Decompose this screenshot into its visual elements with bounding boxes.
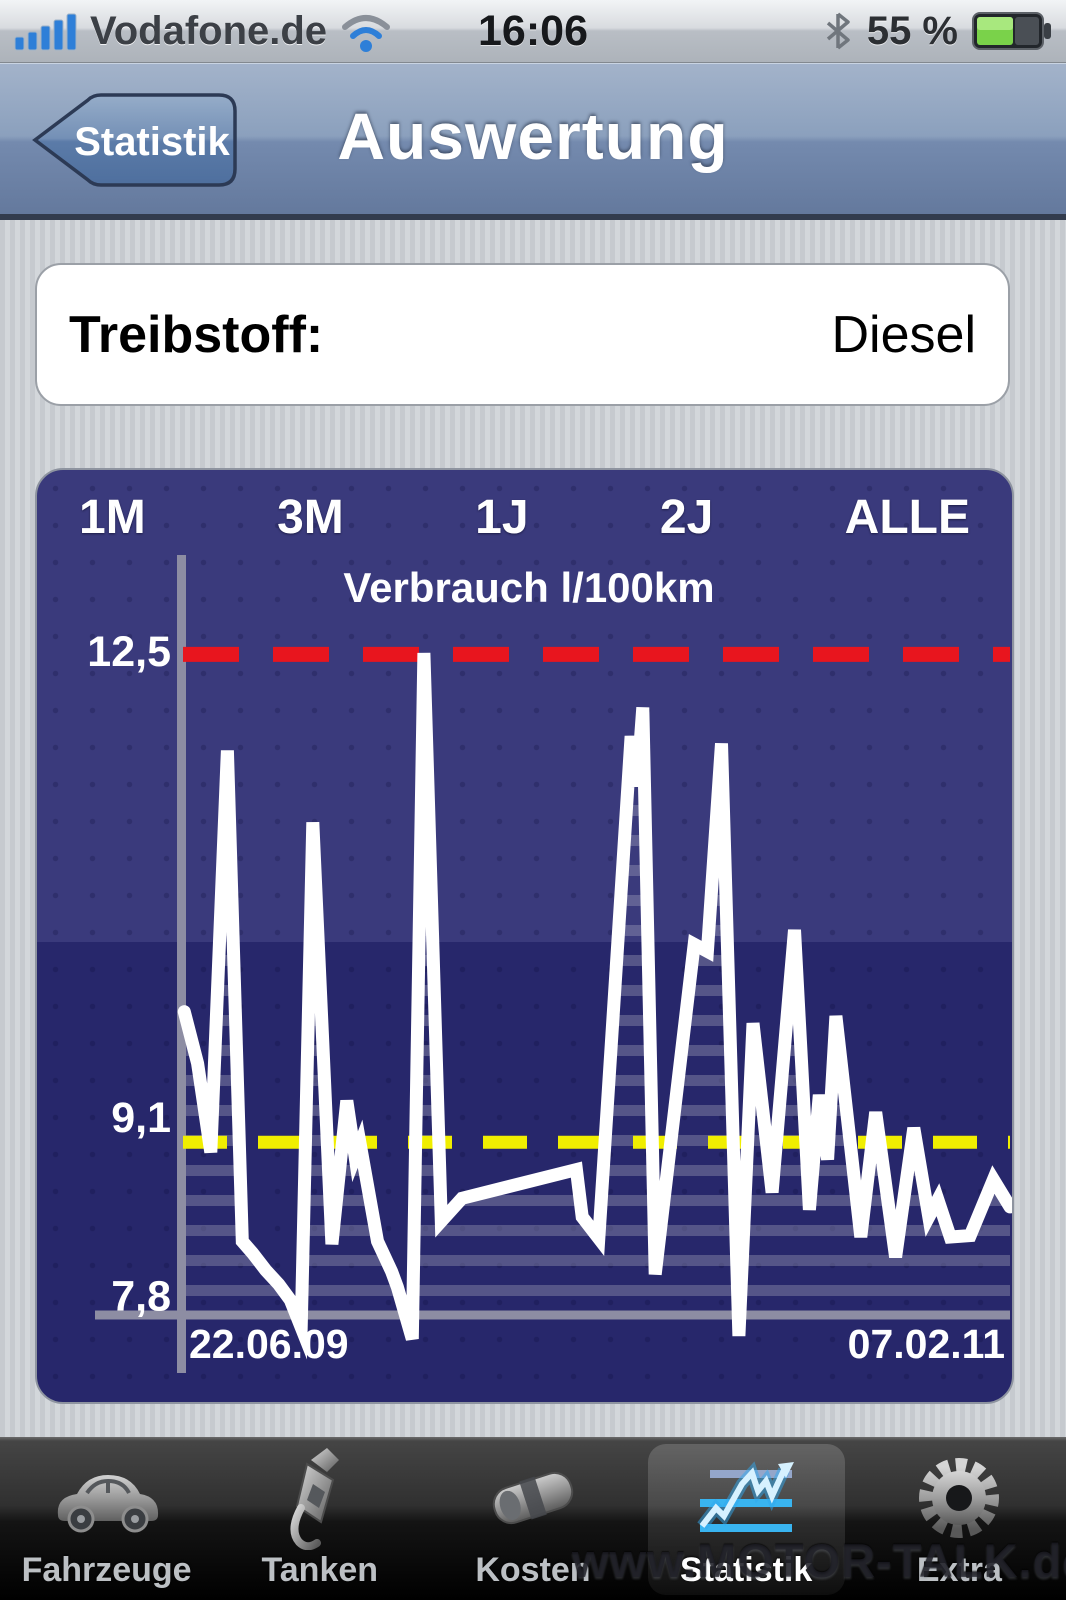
tab-kosten[interactable]: Kosten	[426, 1437, 639, 1600]
range-tab-row: 1M 3M 1J 2J ALLE	[37, 484, 1012, 550]
fuel-type-row[interactable]: Treibstoff: Diesel	[35, 263, 1010, 406]
navigation-bar: Statistik Auswertung	[0, 63, 1066, 220]
range-tab-alle[interactable]: ALLE	[844, 490, 970, 544]
tab-fahrzeuge[interactable]: Fahrzeuge	[0, 1437, 213, 1600]
gear-icon	[907, 1447, 1011, 1549]
back-button[interactable]: Statistik	[30, 92, 240, 188]
range-tab-1m[interactable]: 1M	[79, 490, 146, 544]
consumption-chart-card: 1M 3M 1J 2J ALLE Verbrauch l/100km 12,5 9,1 7,8…	[35, 468, 1014, 1404]
wifi-icon	[342, 15, 391, 52]
consumption-chart-svg: Verbrauch l/100km 12,5 9,1 7,8 22.06.09 07.02…	[87, 555, 1012, 1373]
tab-extra[interactable]: Extra	[853, 1437, 1066, 1600]
clock: 16:06	[478, 6, 588, 55]
car-icon	[51, 1447, 163, 1549]
fuel-type-value: Diesel	[831, 305, 977, 364]
signal-bars-icon	[14, 13, 77, 51]
bottom-tab-bar: Fahrzeuge Tanken Kosten Statistik Extra www.M…	[0, 1437, 1066, 1600]
battery-icon	[972, 12, 1051, 50]
y-tick-9-1: 9,1	[111, 1094, 171, 1142]
chart-title: Verbrauch l/100km	[343, 564, 714, 611]
chart-icon	[690, 1447, 802, 1549]
range-tab-2j[interactable]: 2J	[659, 490, 714, 544]
baseline-axis	[95, 1310, 1010, 1320]
range-tab-3m[interactable]: 3M	[277, 490, 344, 544]
status-bar: Vodafone.de 16:06 55 %	[0, 0, 1066, 63]
tab-tanken[interactable]: Tanken	[213, 1437, 426, 1600]
tab-statistik[interactable]: Statistik	[640, 1437, 853, 1600]
fuel-pump-icon	[283, 1447, 357, 1550]
tab-label-fahrzeuge: Fahrzeuge	[21, 1551, 192, 1589]
battery-percent-label: 55 %	[866, 8, 958, 53]
consumption-line	[177, 652, 1012, 1360]
carrier-label: Vodafone.de	[90, 8, 328, 53]
fuel-type-label: Treibstoff:	[69, 305, 324, 364]
end-date-label: 07.02.11	[848, 1321, 1005, 1367]
tab-label-tanken: Tanken	[261, 1551, 379, 1589]
range-tab-1j[interactable]: 1J	[475, 490, 529, 544]
start-date-label: 22.06.09	[189, 1321, 349, 1367]
y-tick-7-8: 7,8	[111, 1273, 171, 1321]
tab-label-statistik: Statistik	[680, 1551, 813, 1589]
content-area: Treibstoff: Diesel 1M 3M 1J 2J ALLE Verbrauc…	[0, 220, 1066, 1445]
y-axis-line	[177, 555, 186, 1373]
tab-label-kosten: Kosten	[475, 1551, 591, 1589]
page-title: Auswertung	[337, 98, 729, 173]
active-tab-highlight	[647, 1444, 845, 1595]
tab-label-extra: Extra	[916, 1551, 1002, 1589]
bluetooth-icon	[826, 12, 850, 50]
back-button-label: Statistik	[74, 120, 230, 164]
y-tick-12-5: 12,5	[87, 628, 171, 676]
money-icon	[475, 1447, 591, 1549]
